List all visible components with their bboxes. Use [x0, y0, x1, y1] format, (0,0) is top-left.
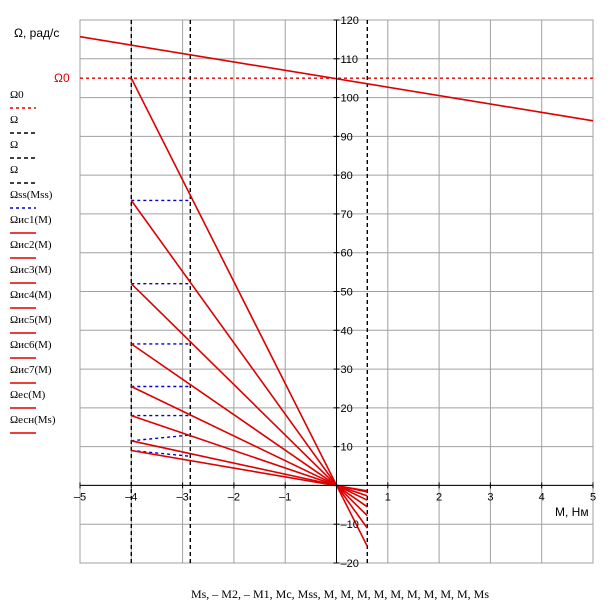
series-layer	[79, 20, 594, 563]
legend-label: Ωис3(M)	[10, 264, 52, 276]
series-line-11	[131, 434, 191, 442]
y-tick-label: 90	[341, 131, 353, 143]
x-tick-label: –3	[176, 491, 188, 503]
axes: –5 –4 –3 –2 –1 1 2 3 4 5 –20 –10 10 20 30 40 50 60 70 80 90 1…	[74, 15, 596, 570]
x-tick-label: –2	[228, 491, 240, 503]
series-line-15	[130, 283, 368, 517]
y-tick-label: 40	[341, 325, 353, 337]
legend-label: Ωис2(M)	[10, 239, 52, 251]
x-tick-label: 3	[487, 491, 493, 503]
y-tick-label: 30	[341, 364, 353, 376]
y-tick-label: 60	[341, 248, 353, 260]
legend-label: Ωис4(M)	[10, 289, 52, 301]
legend-label: Ωес(M)	[10, 389, 46, 401]
series-line-16	[130, 343, 368, 508]
x-tick-label: 5	[590, 491, 596, 503]
x-tick-label: –1	[279, 491, 291, 503]
x-tick-label: –4	[125, 491, 137, 503]
legend-label: Ω	[10, 139, 18, 151]
legend-label: Ωис5(M)	[10, 314, 52, 326]
y-tick-label: –20	[341, 558, 359, 570]
legend-label: Ω	[10, 164, 18, 176]
x-variables-label: Ms, – M2, – M1, Mc, Mss, M, M, M, M, M, …	[191, 587, 489, 601]
x-tick-label: –5	[74, 491, 86, 503]
y-tick-label: 120	[341, 15, 359, 27]
legend-label: Ωис6(M)	[10, 339, 52, 351]
legend-label: Ωис1(M)	[10, 214, 52, 226]
y-tick-label: 50	[341, 287, 353, 299]
y-tick-label: 100	[341, 93, 359, 105]
series-line-18	[131, 414, 368, 497]
y-tick-label: 110	[341, 54, 359, 66]
legend-label: Ω	[10, 114, 18, 126]
y-tick-label: 10	[341, 442, 353, 454]
series-line-14	[130, 199, 368, 529]
y-axis-label: Ω, рад/с	[14, 26, 59, 40]
x-axis-label: M, Нм	[555, 505, 589, 519]
x-tick-label: 4	[539, 491, 545, 503]
series-line-17	[130, 385, 368, 501]
legend: Ω0 Ω Ω Ω Ωss(Mss) Ωис1(M) Ωис2(M) Ωис3(M) Ωис4(M…	[10, 89, 56, 434]
legend-label: Ωесн(Ms)	[10, 414, 56, 426]
series-line-12	[131, 449, 191, 457]
series-line-13	[130, 77, 369, 547]
legend-label: Ω0	[10, 89, 24, 101]
omega0-annotation: Ω0	[54, 71, 70, 85]
series-line-20	[131, 449, 368, 492]
y-tick-label: 70	[341, 209, 353, 221]
legend-label: Ωss(Mss)	[10, 189, 53, 201]
y-tick-label: 80	[341, 170, 353, 182]
y-tick-label: 20	[341, 403, 353, 415]
y-tick-label: –10	[341, 519, 359, 531]
legend-label: Ωис7(M)	[10, 364, 52, 376]
x-tick-label: 2	[436, 491, 442, 503]
x-tick-label: 1	[385, 491, 391, 503]
